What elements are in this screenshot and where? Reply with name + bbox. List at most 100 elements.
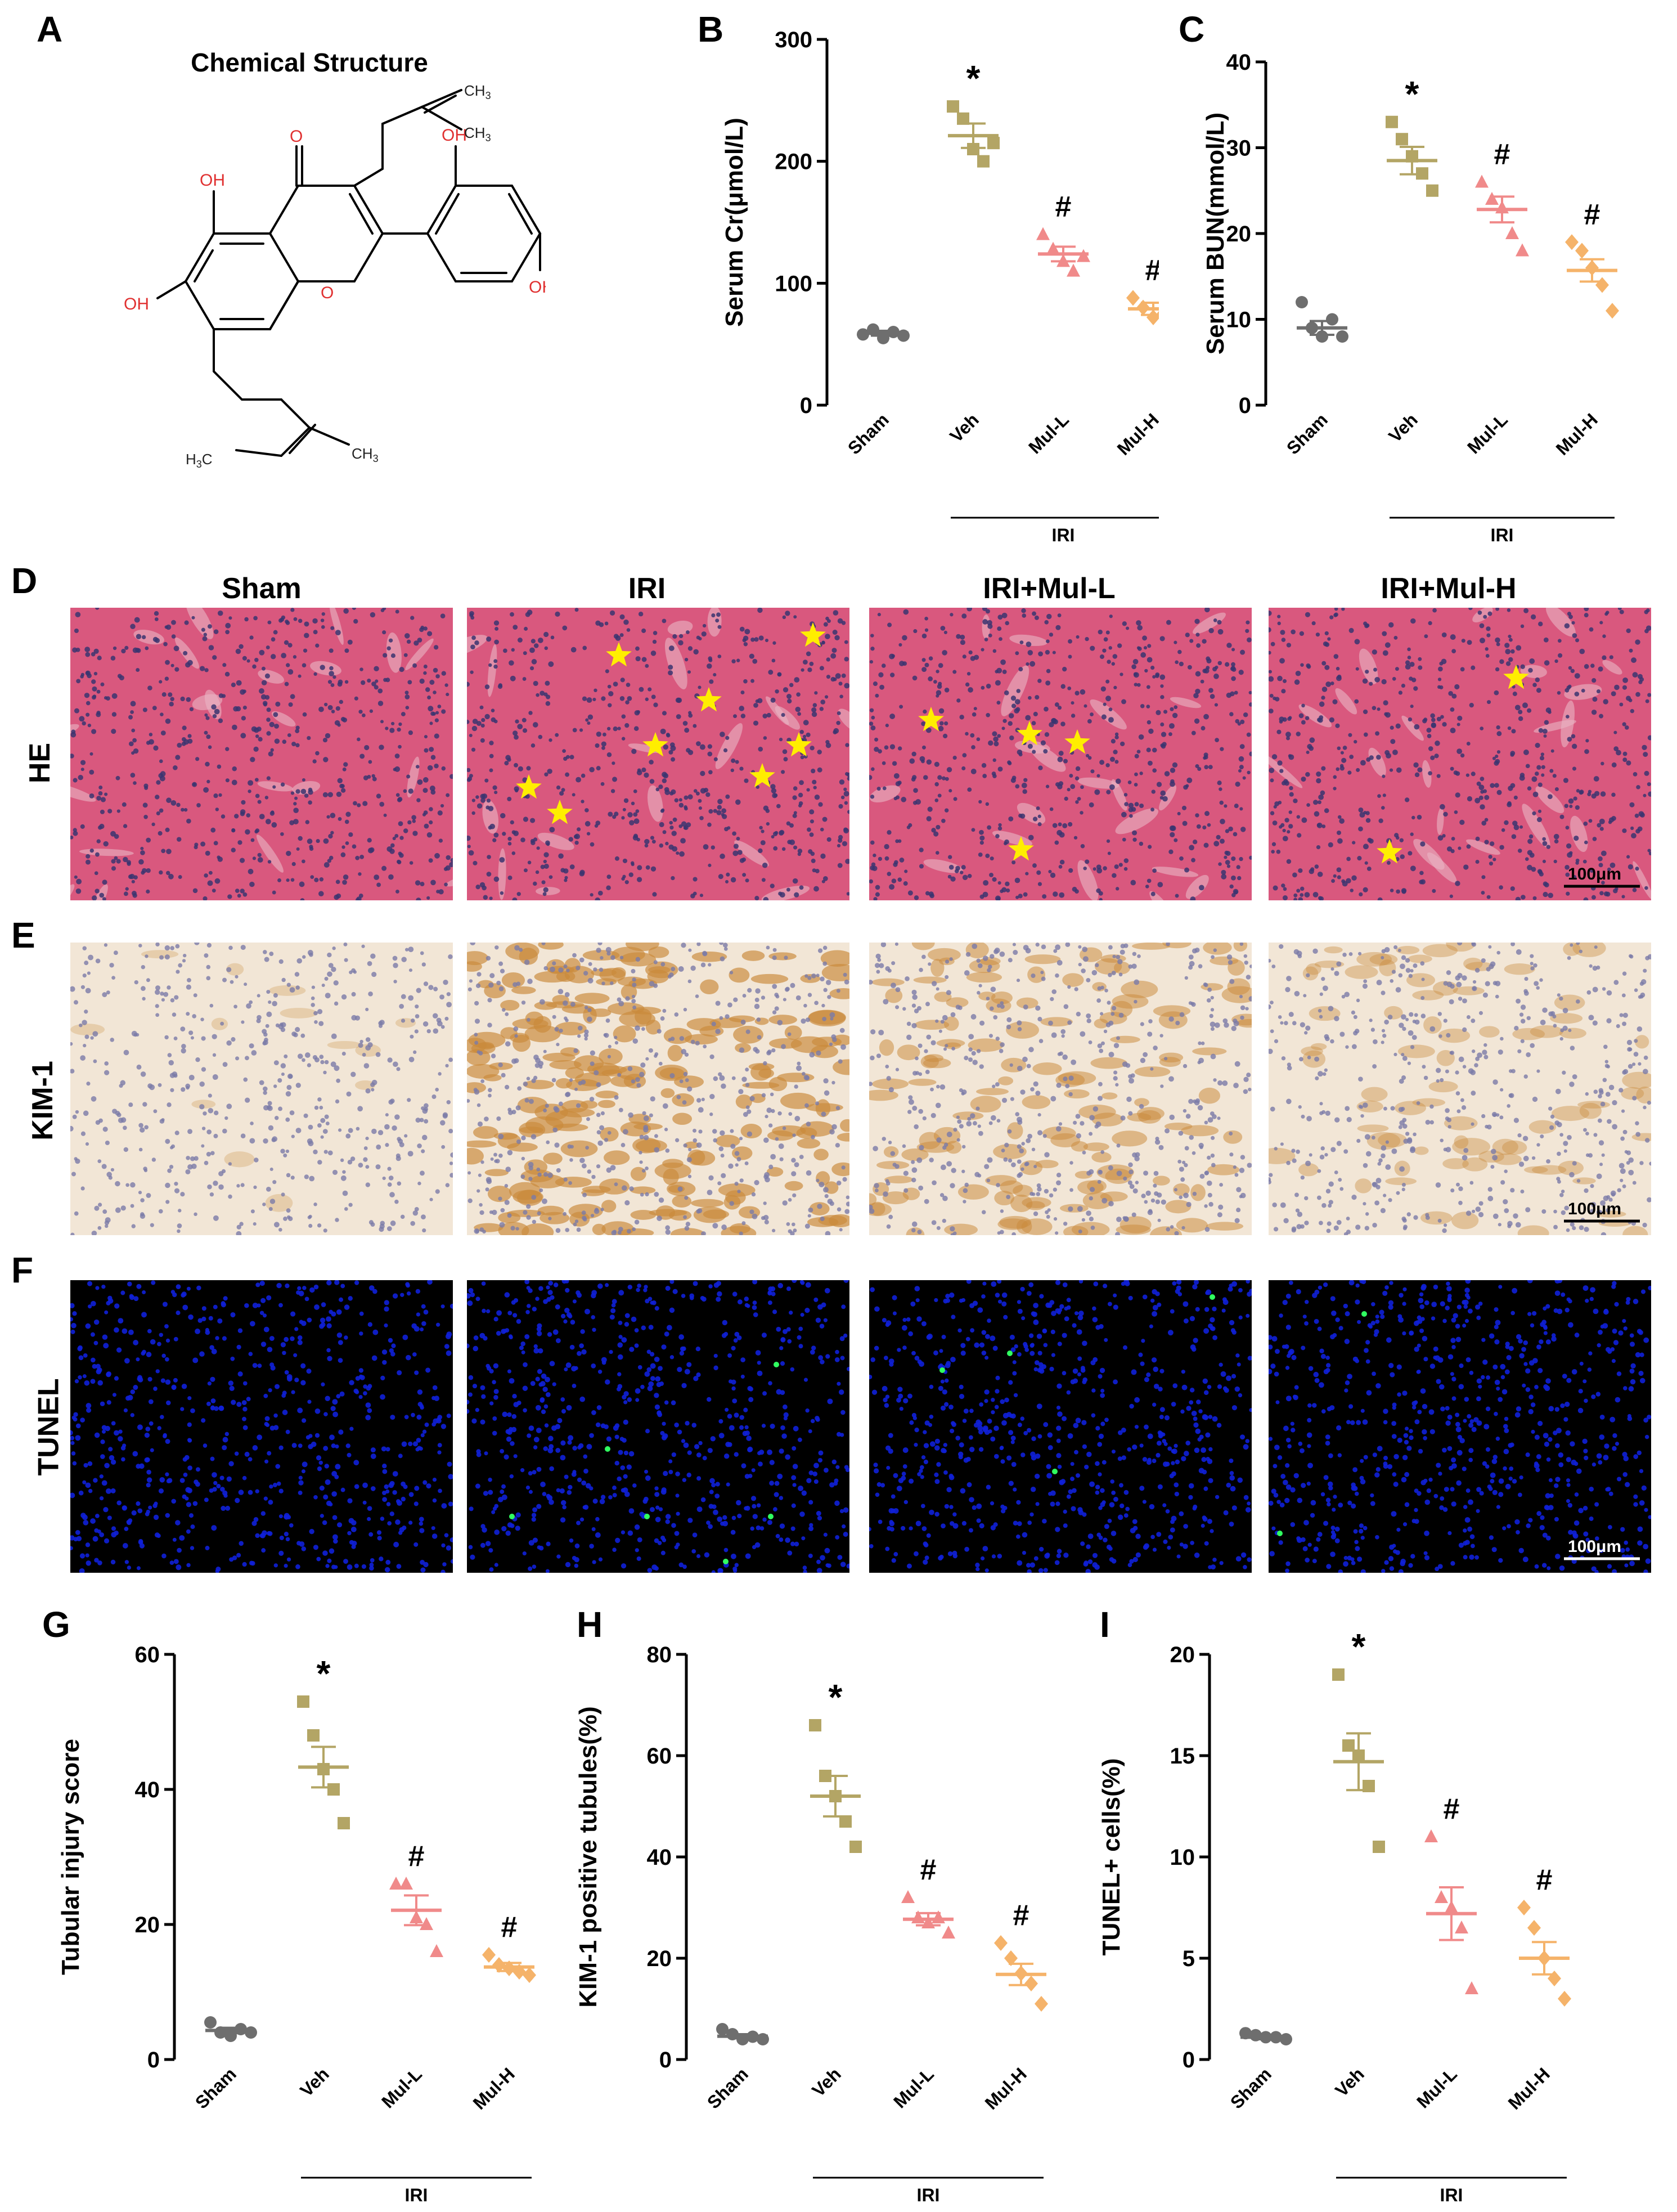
x-tick-label: Mul-L	[377, 2063, 426, 2112]
x-tick-label: Sham	[703, 2063, 752, 2112]
significance-marker: *	[966, 58, 981, 98]
ketone-o-label: O	[290, 127, 303, 146]
group-label: IRI	[405, 2185, 428, 2205]
oh-label-4: OH	[529, 278, 546, 297]
micrograph-kim1-sham	[70, 943, 453, 1235]
y-axis-label: Tubular injury score	[57, 1739, 84, 1975]
y-tick-label: 20	[1226, 222, 1252, 246]
data-point	[420, 1917, 433, 1930]
y-tick-label: 0	[1239, 393, 1251, 418]
significance-marker: #	[920, 1854, 937, 1886]
x-tick-label: Mul-L	[1413, 2063, 1461, 2112]
micrograph-tunel-iri	[467, 1280, 849, 1573]
significance-marker: #	[1584, 198, 1600, 231]
tunel-positive-cell	[1277, 1531, 1283, 1536]
x-tick-label: Mul-H	[981, 2063, 1031, 2113]
oh-label-1: OH	[200, 171, 225, 190]
chart-serum-cr: Serum Cr(μmol/L)0100200300Sham Veh Mul-L Mu…	[698, 23, 1159, 546]
data-point	[987, 137, 1000, 149]
data-point	[1516, 244, 1529, 257]
row-label-kim-1: KIM-1	[28, 1061, 57, 1141]
x-tick-label: Veh	[1384, 409, 1422, 446]
data-point	[1517, 1900, 1531, 1915]
data-point	[1035, 1996, 1048, 2012]
ch3-label-1: CH3	[464, 84, 491, 101]
column-title-iri-mul-h: IRI+Mul-H	[1257, 574, 1640, 603]
x-tick-label: Veh	[296, 2063, 333, 2101]
significance-marker: #	[1013, 1899, 1029, 1932]
chart-serum-bun: Serum BUN(mmol/L)010203040Sham Veh Mul-L Mu…	[1193, 23, 1665, 546]
y-axis-label: KIM-1 positive tubules(%)	[574, 1706, 602, 2007]
tunel-positive-cell	[644, 1514, 650, 1519]
data-point	[1396, 133, 1408, 145]
tunel-positive-cell	[605, 1446, 610, 1452]
data-point	[1426, 185, 1438, 197]
data-point	[1565, 234, 1579, 250]
y-tick-label: 100	[775, 271, 812, 296]
data-point	[399, 1877, 413, 1890]
oh-label-2: OH	[124, 295, 149, 313]
data-point	[1595, 277, 1609, 293]
significance-marker: #	[1055, 191, 1072, 223]
row-label-he: HE	[25, 743, 55, 783]
tunel-positive-cell	[723, 1559, 729, 1564]
data-point	[1386, 116, 1398, 128]
data-point	[307, 1729, 320, 1742]
chart-tunel-cells: TUNEL+ cells(%)05101520Sham Veh Mul-L Mul-H…	[1086, 1621, 1615, 2206]
significance-marker: #	[1536, 1864, 1553, 1896]
micrograph-tunel-mul-h: 100μm	[1269, 1280, 1651, 1573]
data-point	[1505, 226, 1519, 239]
x-tick-label: Mul-L	[1024, 409, 1073, 457]
y-axis-label: Serum BUN(mmol/L)	[1202, 113, 1229, 355]
data-point	[338, 1817, 350, 1829]
x-tick-label: Mul-H	[1552, 409, 1602, 459]
y-tick-label: 10	[1226, 308, 1252, 333]
group-label: IRI	[1440, 2185, 1463, 2205]
chart-kim1-positive: KIM-1 positive tubules(%)020406080Sham Ve…	[563, 1621, 1080, 2206]
x-tick-label: Mul-L	[1463, 409, 1512, 457]
significance-marker: *	[829, 1677, 843, 1717]
y-tick-label: 40	[647, 1845, 672, 1870]
panel-letter-f: F	[11, 1252, 33, 1288]
y-axis-label: Serum Cr(μmol/L)	[721, 118, 748, 327]
significance-marker: *	[1405, 74, 1419, 114]
y-axis-label: TUNEL+ cells(%)	[1098, 1758, 1125, 1956]
data-point	[1024, 1976, 1038, 1991]
significance-marker: #	[408, 1840, 425, 1873]
data-point	[1336, 330, 1348, 343]
data-point	[1296, 296, 1308, 308]
y-tick-label: 60	[647, 1744, 672, 1769]
significance-marker: #	[1494, 138, 1510, 171]
data-point	[430, 1944, 443, 1957]
data-point	[994, 1935, 1008, 1951]
data-point	[1280, 2033, 1292, 2045]
y-tick-label: 20	[1170, 1643, 1195, 1667]
data-point	[204, 2016, 217, 2029]
data-point	[1326, 313, 1338, 326]
x-tick-label: Sham	[844, 409, 893, 458]
y-tick-label: 5	[1183, 1946, 1195, 1971]
tunel-positive-cell	[768, 1514, 774, 1519]
data-point	[977, 155, 990, 168]
y-tick-label: 200	[775, 150, 812, 174]
data-point	[1465, 1981, 1478, 1994]
micrograph-he-sham	[70, 608, 453, 900]
x-tick-label: Sham	[1226, 2063, 1275, 2112]
data-point	[327, 1783, 340, 1796]
panel-letter-e: E	[11, 917, 35, 953]
tunel-positive-cell	[509, 1514, 515, 1519]
significance-marker: *	[1352, 1626, 1366, 1667]
tunel-positive-cell	[939, 1367, 945, 1373]
x-tick-label: Mul-H	[1113, 409, 1159, 459]
tunel-positive-cell	[1210, 1294, 1215, 1300]
data-point	[1475, 175, 1489, 188]
micrograph-he-mul-h: 100μm	[1269, 608, 1651, 900]
data-point	[1455, 1921, 1468, 1933]
y-tick-label: 20	[135, 1913, 160, 1937]
data-point	[1424, 1829, 1438, 1842]
data-point	[1126, 290, 1140, 306]
data-point	[1558, 1991, 1571, 2007]
y-tick-label: 0	[659, 2048, 672, 2072]
y-tick-label: 0	[800, 393, 812, 418]
chart-tubular-injury: Tubular injury score0204060Sham Veh Mul-L M…	[34, 1621, 546, 2206]
